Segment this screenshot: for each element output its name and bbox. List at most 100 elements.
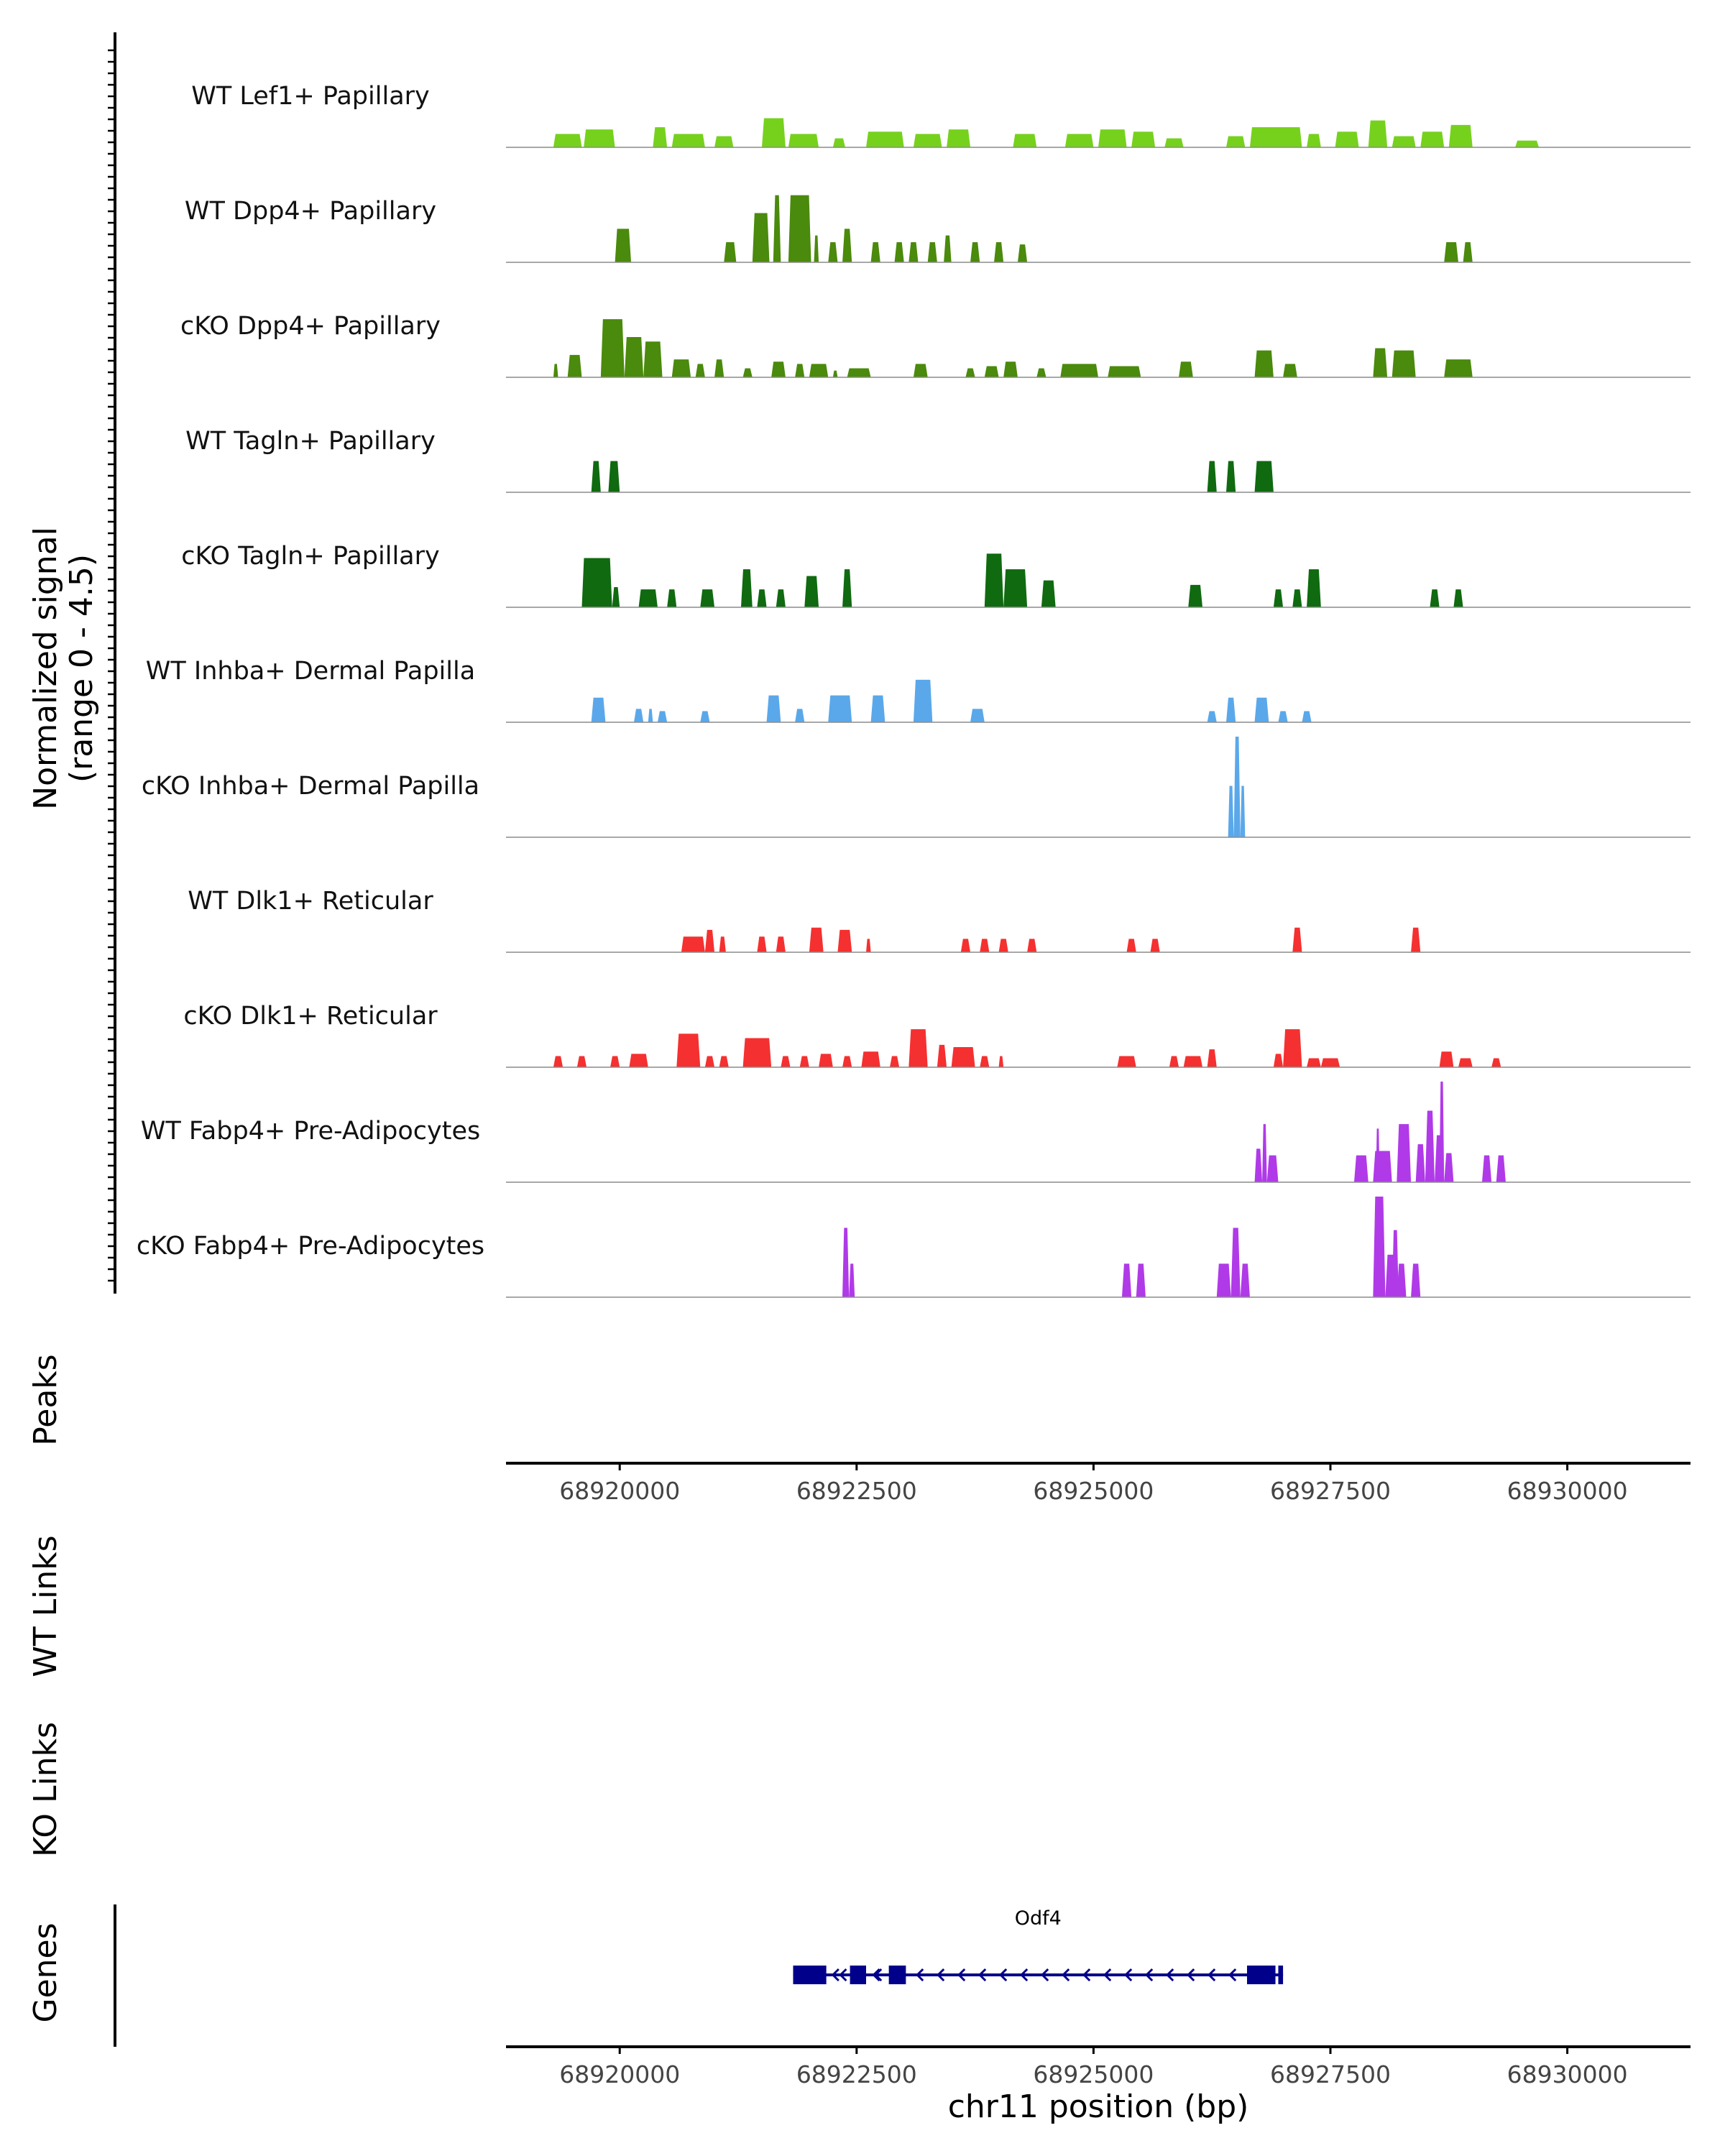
signal-peak <box>788 134 819 147</box>
signal-peak <box>795 709 805 722</box>
signal-peak <box>814 235 819 262</box>
x-tick-label: 68925000 <box>1033 2060 1154 2088</box>
track-label: WT Dlk1+ Reticular <box>188 887 433 916</box>
signal-peak <box>1169 1056 1179 1067</box>
signal-peak <box>837 929 852 952</box>
signal-peak <box>1411 927 1421 952</box>
signal-peak <box>908 1029 928 1067</box>
signal-peak <box>1041 580 1056 607</box>
track-label: cKO Tagln+ Papillary <box>181 542 440 571</box>
signal-peak <box>984 366 999 377</box>
signal-peak <box>1273 1054 1284 1067</box>
signal-peak <box>714 136 734 147</box>
signal-peak <box>610 1056 620 1067</box>
gene-exon <box>1278 1966 1284 1984</box>
signal-peak <box>1397 1263 1407 1297</box>
signal-peak <box>724 242 737 262</box>
gene-track: Odf4 <box>793 1907 1284 1984</box>
signal-peak <box>695 364 705 377</box>
signal-peak <box>998 1056 1004 1067</box>
strand-arrow <box>1020 1968 1029 1982</box>
signal-peak <box>1027 939 1037 952</box>
x-tick-label: 68922500 <box>796 2060 917 2088</box>
track-label: cKO Inhba+ Dermal Papilla <box>142 772 479 801</box>
track-11: cKO Fabp4+ Pre-Adipocytes <box>137 1197 1690 1298</box>
signal-peak <box>1225 136 1246 147</box>
signal-peak <box>1320 1058 1340 1067</box>
signal-peak <box>1108 366 1141 377</box>
signal-peak <box>719 936 726 952</box>
signal-peak <box>849 1263 855 1297</box>
signal-peak <box>1496 1155 1506 1182</box>
signal-peak <box>719 1056 729 1067</box>
gene-exon <box>850 1966 866 1984</box>
signal-peak <box>1283 364 1297 377</box>
signal-peak <box>671 359 691 377</box>
signal-peak <box>1216 1263 1231 1297</box>
strand-arrow <box>1062 1968 1070 1982</box>
track-4: WT Tagln+ Papillary <box>185 427 1690 493</box>
signal-peak <box>1392 1230 1399 1297</box>
signal-peak <box>1458 1058 1473 1067</box>
signal-peak <box>591 697 606 722</box>
strand-arrow <box>916 1968 924 1982</box>
track-label: cKO Dpp4+ Papillary <box>180 312 441 341</box>
signal-peak <box>1444 242 1458 262</box>
track-7: cKO Inhba+ Dermal Papilla <box>142 737 1690 838</box>
signal-peak <box>1335 132 1359 147</box>
signal-peak <box>704 929 715 952</box>
strand-arrow <box>1124 1968 1133 1982</box>
signal-peak <box>1302 711 1312 722</box>
strand-arrow <box>1187 1968 1195 1982</box>
signal-peak <box>1292 927 1302 952</box>
signal-peak <box>984 553 1004 607</box>
signal-peak <box>809 927 824 952</box>
signal-peak <box>1373 348 1388 377</box>
signal-peak <box>553 364 558 377</box>
gene-exon <box>1246 1966 1276 1984</box>
signal-peak <box>1307 569 1321 607</box>
coverage-ylabel-line2: (range 0 - 4.5) <box>63 554 100 783</box>
signal-peak <box>591 461 601 492</box>
signal-peak <box>1515 140 1540 147</box>
strand-arrow <box>1166 1968 1174 1982</box>
signal-peak <box>1273 589 1284 607</box>
x-tick-label: 68920000 <box>559 1477 680 1505</box>
signal-peak <box>927 242 937 262</box>
signal-peak <box>828 242 838 262</box>
signal-peak <box>1131 132 1156 147</box>
signal-peak <box>567 354 582 377</box>
signal-peak <box>1207 711 1217 722</box>
signal-peak <box>1126 939 1136 952</box>
track-label: cKO Fabp4+ Pre-Adipocytes <box>137 1232 484 1261</box>
signal-peak <box>1060 364 1098 377</box>
signal-peak <box>913 679 933 722</box>
signal-peak <box>629 1054 648 1067</box>
signal-peak <box>771 361 786 377</box>
track-3: cKO Dpp4+ Papillary <box>180 312 1690 378</box>
signal-peak <box>795 364 805 377</box>
signal-peak <box>1353 1155 1368 1182</box>
signal-peak <box>624 337 644 377</box>
signal-peak <box>553 1056 564 1067</box>
signal-peak <box>865 939 871 952</box>
signal-peak <box>1254 350 1274 377</box>
signal-peak <box>1392 136 1416 147</box>
coverage-y-ticks <box>108 49 115 1282</box>
signal-peak <box>638 589 658 607</box>
strand-arrow <box>1082 1968 1091 1982</box>
signal-peak <box>714 359 724 377</box>
strand-arrow <box>1103 1968 1112 1982</box>
strand-arrow <box>1041 1968 1049 1982</box>
signal-peak <box>681 936 705 952</box>
signal-peak <box>1415 1144 1425 1182</box>
signal-peak <box>700 589 715 607</box>
signal-peak <box>1183 1056 1203 1067</box>
signal-peak <box>1188 584 1203 607</box>
strand-arrow <box>839 1968 847 1982</box>
signal-peak <box>657 711 668 722</box>
signal-peak <box>842 569 852 607</box>
gene-name: Odf4 <box>1015 1907 1062 1930</box>
track-label: cKO Dlk1+ Reticular <box>183 1002 438 1031</box>
signal-peak <box>1278 711 1288 722</box>
